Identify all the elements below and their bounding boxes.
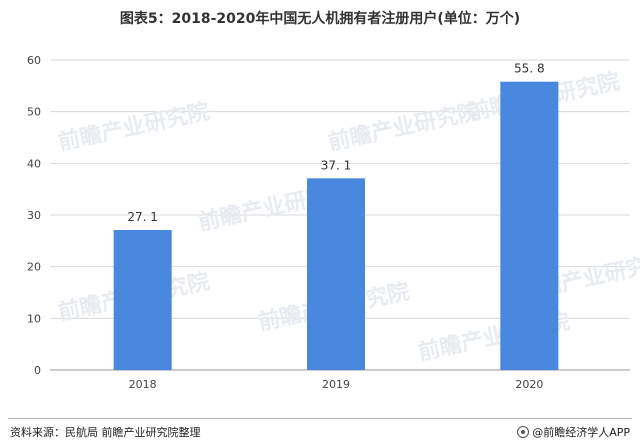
labels: 0 10 20 30 40 50 60 27. 1 2018 37. 1 2019 55. 8 2020 xyxy=(27,54,545,391)
y-tick-label: 10 xyxy=(27,312,41,325)
data-label: 37. 1 xyxy=(321,158,352,172)
bar-2019 xyxy=(307,178,365,370)
y-tick-label: 0 xyxy=(34,364,41,377)
y-tick-label: 30 xyxy=(27,209,41,222)
y-tick-label: 60 xyxy=(27,54,41,67)
bars xyxy=(113,81,559,370)
x-tick-label: 2019 xyxy=(322,378,350,391)
brand-text: @前瞻经济学人APP xyxy=(532,426,630,439)
x-tick-label: 2018 xyxy=(129,378,157,391)
y-tick-label: 20 xyxy=(27,261,41,274)
source-note: 资料来源：民航局 前瞻产业研究院整理 xyxy=(10,426,201,439)
brand-credit: @前瞻经济学人APP xyxy=(517,424,630,440)
data-label: 55. 8 xyxy=(514,62,545,76)
footer-divider xyxy=(8,418,632,419)
x-tick-label: 2020 xyxy=(515,378,543,391)
y-tick-label: 40 xyxy=(27,157,41,170)
y-tick-label: 50 xyxy=(27,106,41,119)
brand-logo-icon xyxy=(517,426,530,438)
data-label: 27. 1 xyxy=(127,210,158,224)
watermark-text: 前瞻产业研究院 xyxy=(326,98,482,155)
watermark-text: 前瞻产业研究院 xyxy=(56,98,212,155)
bar-2020 xyxy=(500,81,559,370)
chart-title: 图表5：2018-2020年中国无人机拥有者注册用户(单位：万个) xyxy=(119,11,521,27)
bar-2018 xyxy=(113,229,172,370)
